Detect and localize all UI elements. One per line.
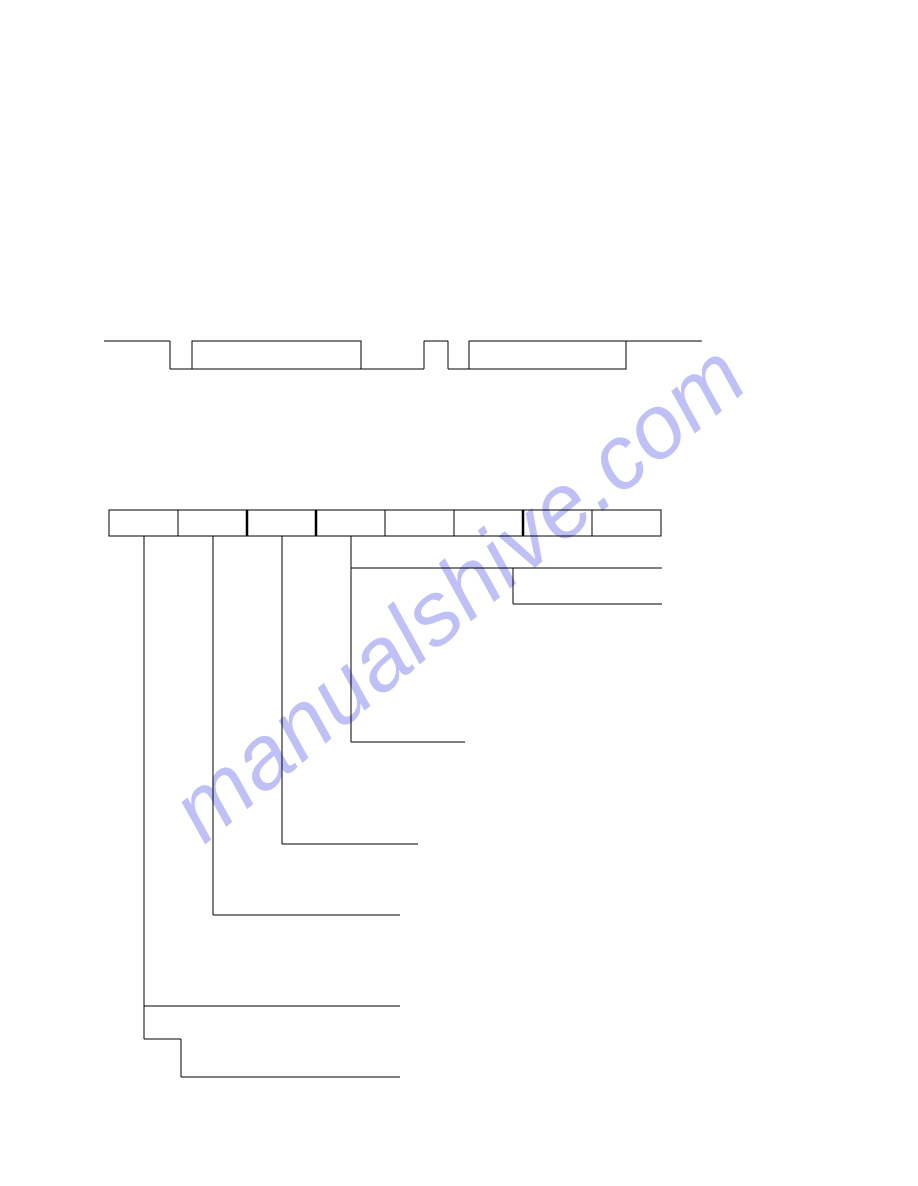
branch-tree: [144, 536, 662, 1077]
top-waveform: [104, 341, 702, 369]
bit-row: [109, 510, 661, 536]
diagram-svg: [0, 0, 918, 1186]
